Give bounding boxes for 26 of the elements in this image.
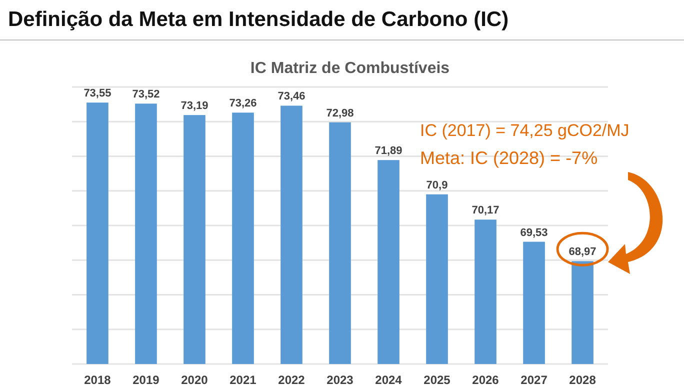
x-tick-label: 2022 — [278, 373, 306, 387]
x-tick-label: 2019 — [132, 373, 160, 387]
data-label: 73,26 — [229, 98, 257, 110]
x-tick-label: 2023 — [326, 373, 354, 387]
x-tick-label: 2018 — [84, 373, 112, 387]
x-tick-label: 2027 — [520, 373, 548, 387]
x-tick-label: 2028 — [569, 373, 596, 387]
annotation: Meta: IC (2028) = -7% — [420, 148, 598, 168]
chart-subtitle: IC Matriz de Combustíveis — [250, 60, 450, 77]
data-label: 72,98 — [326, 107, 354, 120]
data-label: 71,89 — [374, 145, 402, 158]
x-tick-label: 2026 — [472, 373, 500, 387]
data-label: 70,17 — [472, 204, 500, 217]
x-tick-label: 2024 — [375, 373, 402, 387]
data-label: 70,9 — [426, 179, 448, 192]
data-label: 68,97 — [568, 246, 596, 258]
x-tick-label: 2020 — [181, 373, 208, 387]
x-tick-label: 2021 — [230, 373, 257, 387]
data-label: 73,46 — [278, 90, 306, 103]
data-label: 69,53 — [520, 226, 548, 239]
data-label: 73,52 — [132, 88, 160, 101]
annotation: IC (2017) = 74,25 gCO2/MJ — [420, 121, 630, 140]
data-label: 73,19 — [180, 100, 208, 112]
data-label: 73,55 — [84, 88, 112, 100]
chart-title: Definição da Meta em Intensidade de Carbono (IC) — [8, 8, 509, 31]
x-tick-label: 2025 — [424, 373, 451, 387]
